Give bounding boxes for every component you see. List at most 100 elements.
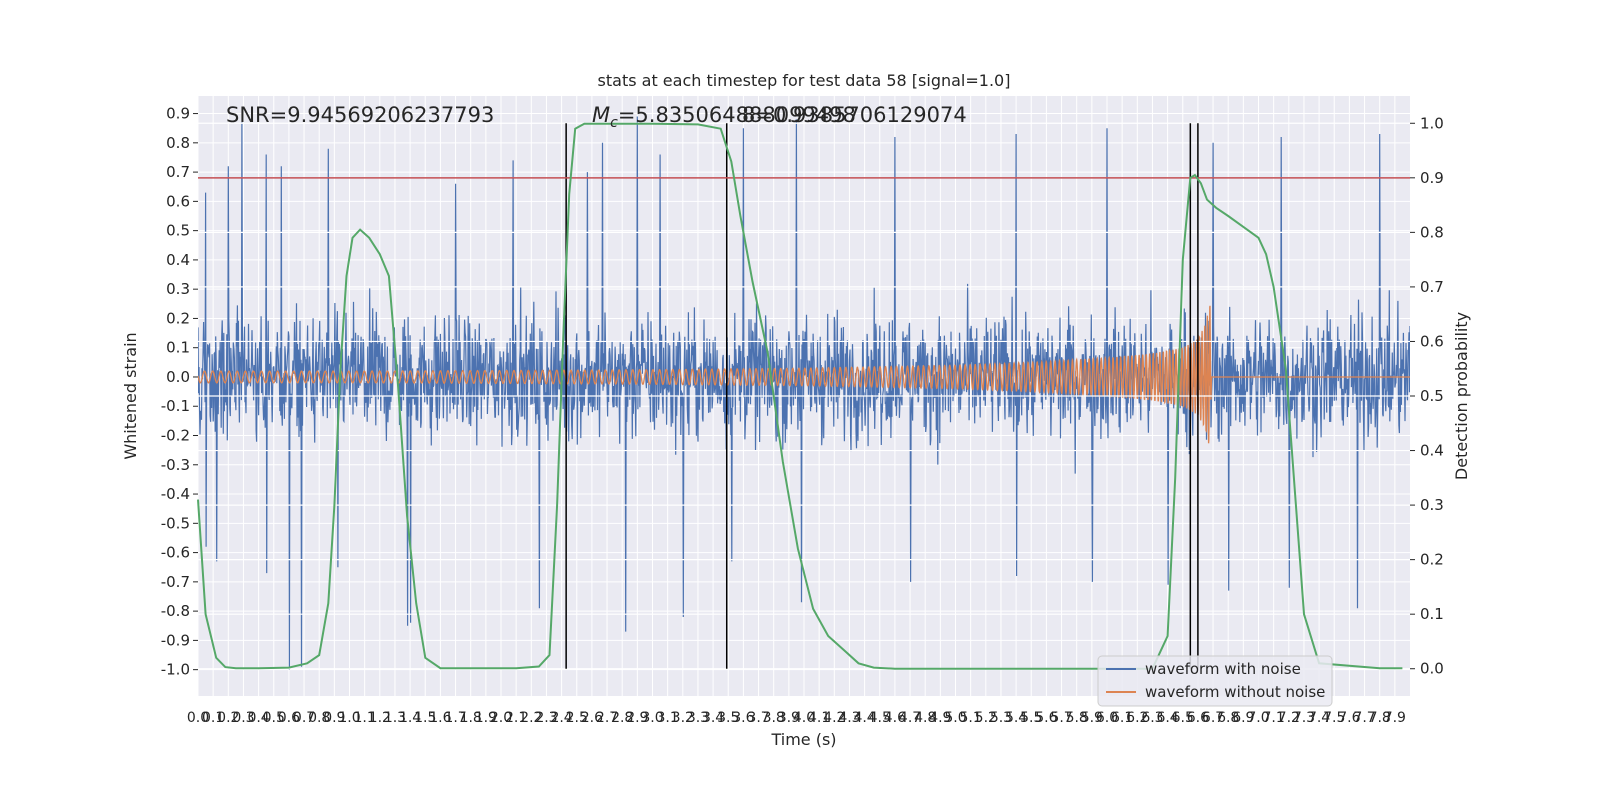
chirp-mass-value: =5.835064888099498	[618, 103, 856, 127]
x-tick-label: 3.3	[687, 710, 709, 726]
y-tick-left-label: 0.5	[166, 222, 190, 240]
y-axis-right-label: Detection probability	[1452, 312, 1471, 480]
y-tick-left-label: -0.7	[161, 573, 190, 591]
x-tick-label: 0.4	[247, 710, 269, 726]
x-tick-label: 0.5	[263, 710, 285, 726]
x-tick-label: 4.2	[823, 710, 845, 726]
y-axis-left-label: Whitened strain	[121, 332, 140, 459]
series-waveform-without-noise	[198, 305, 1410, 444]
x-tick-label: 2.5	[566, 710, 588, 726]
x-tick-label: 7.6	[1338, 710, 1360, 726]
x-tick-label: 7.1	[1263, 710, 1285, 726]
x-tick-label: 5.8	[1066, 710, 1088, 726]
x-tick-label: 7.0	[1247, 710, 1269, 726]
x-tick-label: 5.1	[960, 710, 982, 726]
x-axis-ticks: 0.00.10.20.30.40.50.60.70.80.91.01.11.21…	[187, 710, 1406, 726]
x-tick-label: 0.3	[232, 710, 254, 726]
x-tick-label: 5.3	[990, 710, 1012, 726]
waveform-without-noise-line	[198, 305, 1410, 444]
y-tick-right-label: 0.7	[1420, 278, 1444, 296]
x-tick-label: 2.2	[520, 710, 542, 726]
y-tick-right-label: 0.0	[1420, 660, 1444, 678]
snr-annotation: SNR=9.94569206237793	[226, 103, 494, 127]
x-tick-label: 2.7	[596, 710, 618, 726]
x-tick-label: 6.0	[1096, 710, 1118, 726]
chirp-mass-subscript: c	[610, 115, 618, 131]
x-tick-label: 3.5	[717, 710, 739, 726]
y-tick-left-label: -0.4	[161, 485, 190, 503]
y-axis-right-ticks: 1.0 0.9 0.8 0.7 0.6 0.5 0.4 0.3 0.2 0.1 0.0	[1410, 114, 1444, 678]
y-tick-left-label: 0.8	[166, 134, 190, 152]
legend-label-noise: waveform with noise	[1145, 660, 1301, 678]
y-tick-left-label: -0.6	[161, 544, 190, 562]
x-tick-label: 0.9	[323, 710, 345, 726]
y-tick-left-label: -0.5	[161, 514, 190, 532]
y-tick-left-label: 0.2	[166, 309, 190, 327]
y-tick-right-label: 0.3	[1420, 496, 1444, 514]
legend: waveform with noise waveform without noi…	[1097, 655, 1333, 707]
y-tick-left-label: -1.0	[161, 661, 190, 679]
x-tick-label: 5.0	[944, 710, 966, 726]
x-tick-label: 1.6	[429, 710, 451, 726]
y-tick-left-label: 0.7	[166, 163, 190, 181]
x-tick-label: 2.9	[626, 710, 648, 726]
x-tick-label: 7.5	[1323, 710, 1345, 726]
y-tick-left-label: 0.1	[166, 339, 190, 357]
y-tick-right-label: 0.6	[1420, 332, 1444, 350]
x-tick-label: 2.1	[505, 710, 527, 726]
chirp-mass-symbol: M	[592, 103, 610, 127]
y-tick-left-label: -0.8	[161, 602, 190, 620]
x-tick-label: 2.3	[535, 710, 557, 726]
y-axis-left-ticks: 0.9 0.8 0.7 0.6 0.5 0.4 0.3 0.2 0.1 0.0 -0.1 -0.2 -0…	[161, 105, 198, 679]
vertical-markers	[565, 123, 1199, 669]
x-tick-label: 7.9	[1384, 710, 1406, 726]
x-tick-label: 5.6	[1035, 710, 1057, 726]
chart-title: stats at each timestep for test data 58 …	[598, 71, 1011, 90]
y-tick-right-label: 0.2	[1420, 551, 1444, 569]
y-tick-left-label: -0.9	[161, 631, 190, 649]
y-tick-right-label: 0.1	[1420, 605, 1444, 623]
x-tick-label: 5.9	[1081, 710, 1103, 726]
x-tick-label: 6.6	[1187, 710, 1209, 726]
x-tick-label: 3.0	[641, 710, 663, 726]
overlap-annotation: 8=0.9385706129074	[742, 103, 967, 127]
y-tick-left-label: 0.3	[166, 280, 190, 298]
x-tick-label: 3.1	[657, 710, 679, 726]
chirp-mass-annotation: Mc=5.835064888099498	[592, 103, 856, 131]
y-tick-left-label: -0.1	[161, 397, 190, 415]
y-tick-left-label: 0.9	[166, 105, 190, 123]
x-tick-label: 1.5	[414, 710, 436, 726]
x-tick-label: 3.6	[732, 710, 754, 726]
x-tick-label: 6.9	[1232, 710, 1254, 726]
x-tick-label: 7.3	[1293, 710, 1315, 726]
x-tick-label: 1.9	[475, 710, 497, 726]
x-tick-label: 1.1	[354, 710, 376, 726]
x-tick-label: 1.3	[384, 710, 406, 726]
y-tick-right-label: 0.8	[1420, 223, 1444, 241]
x-tick-label: 6.8	[1217, 710, 1239, 726]
x-tick-label: 5.4	[1005, 710, 1027, 726]
x-tick-label: 4.0	[793, 710, 815, 726]
x-tick-label: 7.7	[1353, 710, 1375, 726]
y-tick-right-label: 0.9	[1420, 169, 1444, 187]
x-tick-label: 7.2	[1278, 710, 1300, 726]
y-tick-right-label: 1.0	[1420, 114, 1444, 132]
x-tick-label: 4.6	[884, 710, 906, 726]
x-tick-label: 4.1	[808, 710, 830, 726]
x-tick-label: 6.1	[1111, 710, 1133, 726]
x-tick-label: 0.6	[278, 710, 300, 726]
x-tick-label: 6.3	[1141, 710, 1163, 726]
x-tick-label: 4.9	[929, 710, 951, 726]
series-detection-probability	[197, 122, 1403, 670]
legend-label-clean: waveform without noise	[1145, 683, 1325, 701]
x-tick-label: 2.6	[581, 710, 603, 726]
y-tick-left-label: 0.4	[166, 251, 190, 269]
x-tick-label: 5.7	[1050, 710, 1072, 726]
x-tick-label: 0.8	[308, 710, 330, 726]
x-tick-label: 3.9	[778, 710, 800, 726]
x-tick-label: 2.0	[490, 710, 512, 726]
x-tick-label: 7.4	[1308, 710, 1330, 726]
x-tick-label: 6.5	[1172, 710, 1194, 726]
x-tick-label: 0.7	[293, 710, 315, 726]
